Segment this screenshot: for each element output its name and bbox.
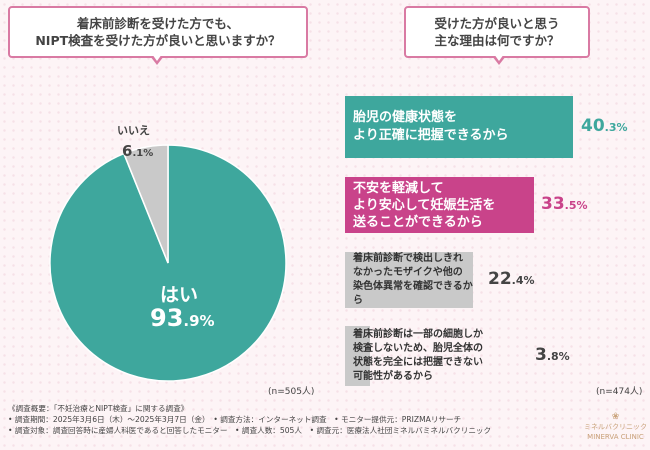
bar-label-3a: 着床前診断で検出しきれ	[353, 253, 463, 264]
bar-label-2b: より安心して妊娠生活を	[353, 197, 496, 213]
pie-slice-no	[122, 144, 169, 264]
bar-value-2: 33.5%	[541, 194, 588, 214]
survey-footer: 《調査概要：「不妊治療とNIPT検査」に関する調査》 • 調査期間：2025年3…	[8, 403, 491, 436]
logo-mark-icon: ❀	[611, 412, 620, 422]
bar-label-3b: なかったモザイクや他の	[353, 267, 463, 278]
bar-reason-1: 胎児の健康状態を より正確に把握できるから 40.3%	[345, 96, 628, 158]
bar-label-1b: より正確に把握できるから	[353, 128, 509, 143]
pie-value-no: 6.1%	[122, 142, 154, 160]
pie-label-no: いいえ	[117, 124, 150, 137]
bar-value-4: 3.8%	[535, 345, 570, 365]
right-question-line2: 主な理由は何ですか？	[434, 33, 560, 48]
bar-reason-2: 不安を軽減して より安心して妊娠生活を 送ることができるから 33.5%	[345, 177, 588, 233]
bar-reason-3: 着床前診断で検出しきれ なかったモザイクや他の 染色体異常を確認できるから 22…	[345, 252, 535, 308]
pie-label-yes: はい	[160, 284, 199, 306]
bar-label-1a: 胎児の健康状態を	[353, 110, 458, 125]
bar-value-3: 22.4%	[488, 269, 535, 289]
logo-jp: ミネルバクリニック	[584, 423, 647, 431]
bar-reason-4: 着床前診断は一部の細胞しか 検査しないため、胎児全体の 状態を完全には把握できな…	[345, 326, 570, 386]
bar-label-4a: 着床前診断は一部の細胞しか	[353, 329, 483, 340]
footer-line1: 《調査概要：「不妊治療とNIPT検査」に関する調査》	[8, 404, 189, 413]
sample-size-left: (n=505人)	[268, 387, 315, 397]
left-question-box: 着床前診断を受けた方でも、 NIPT検査を受けた方が良いと思いますか？	[8, 6, 308, 65]
bar-value-1: 40.3%	[581, 116, 628, 136]
right-question-box: 受けた方が良いと思う 主な理由は何ですか？	[404, 6, 590, 65]
bar-label-2c: 送ることができるから	[353, 214, 483, 230]
sample-size-right: (n=474人)	[596, 387, 643, 397]
pie-value-yes: 93.9%	[150, 304, 215, 332]
right-question-line1: 受けた方が良いと思う	[434, 16, 560, 31]
bar-label-3c: 染色体異常を確認できるから	[353, 281, 473, 306]
footer-line3: • 調査対象：調査回答時に産婦人科医であると回答したモニター • 調査人数：50…	[8, 426, 492, 435]
left-question-line1: 着床前診断を受けた方でも、	[76, 16, 240, 31]
footer-line2: • 調査期間：2025年3月6日（木）〜2025年3月7日（金） • 調査方法：…	[8, 415, 462, 424]
logo-en: MINERVA CLINIC	[587, 433, 644, 441]
clinic-logo: ❀ ミネルバクリニック MINERVA CLINIC	[584, 412, 647, 442]
bar-label-2a: 不安を軽減して	[353, 180, 444, 196]
bar-label-4d: 可能性があるから	[353, 371, 433, 382]
bar-label-4b: 検査しないため、胎児全体の	[353, 343, 483, 354]
bar-label-4c: 状態を完全には把握できない	[353, 357, 483, 368]
left-question-line2: NIPT検査を受けた方が良いと思いますか？	[35, 33, 281, 48]
